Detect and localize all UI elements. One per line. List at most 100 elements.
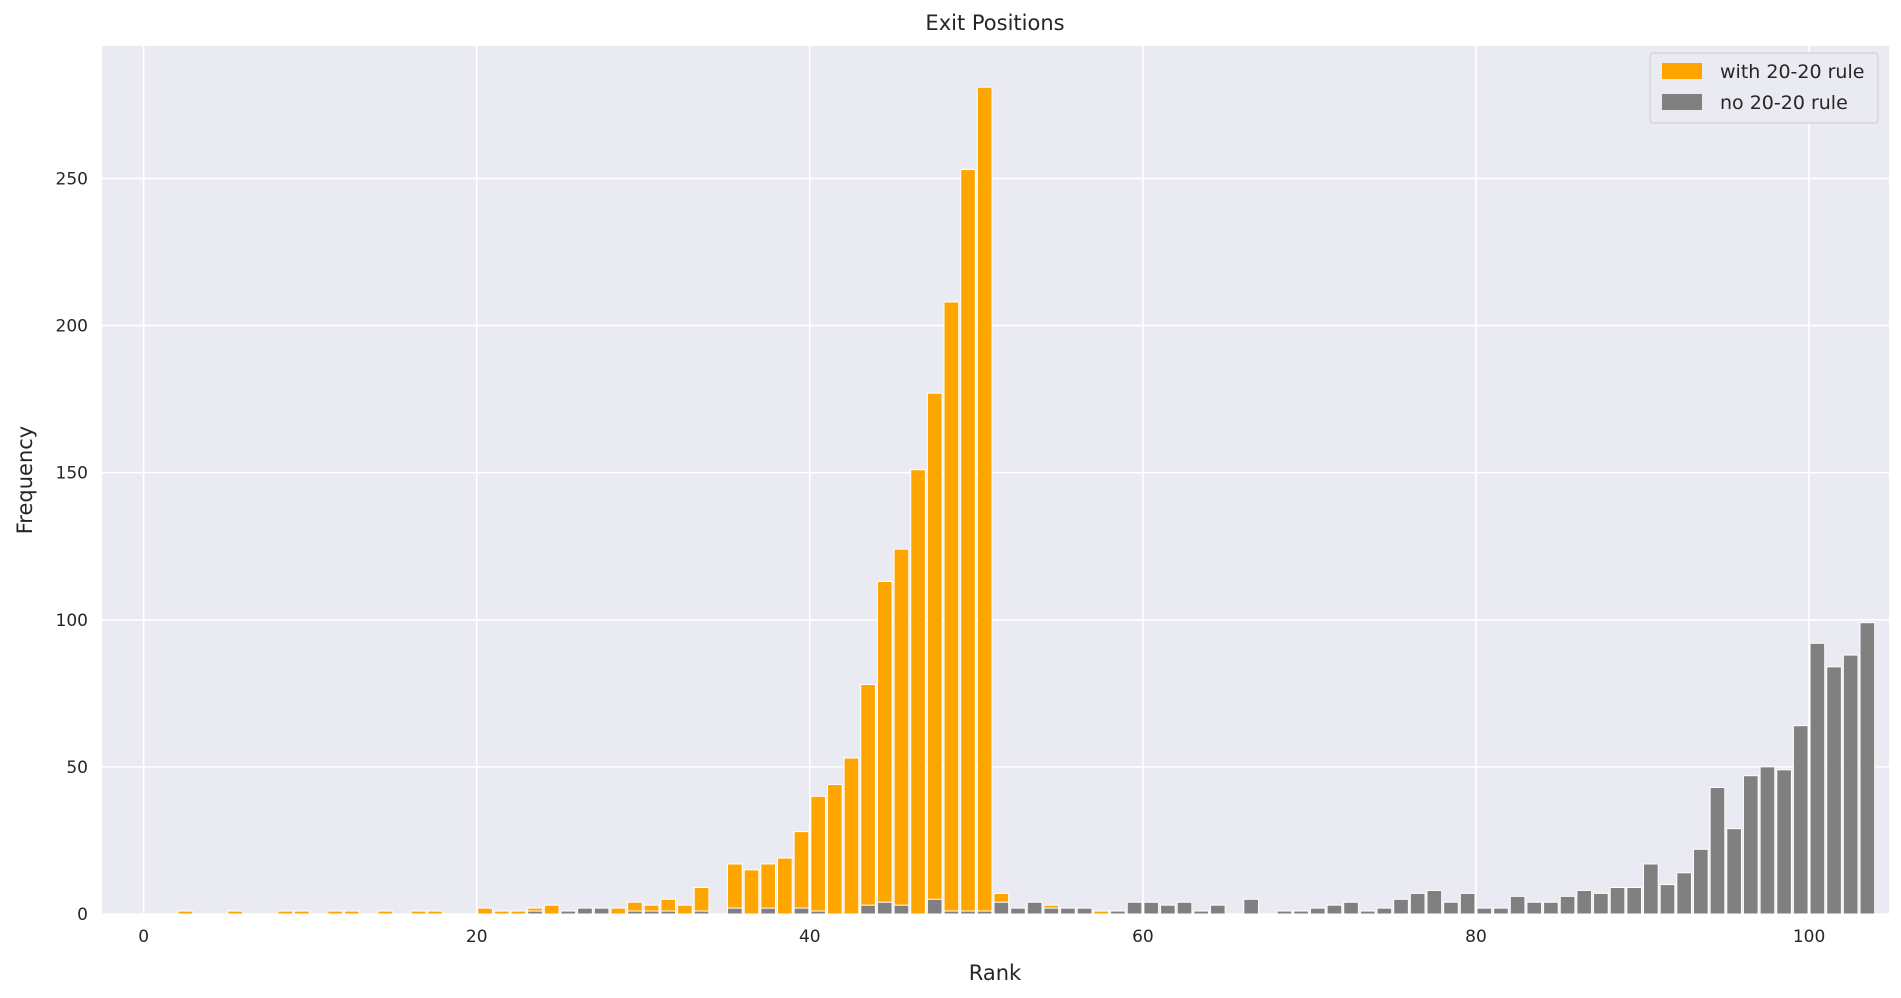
bar-with-rule bbox=[227, 910, 244, 915]
bar-with-rule bbox=[610, 907, 627, 915]
bar-with-rule bbox=[477, 907, 493, 915]
bar-no-rule bbox=[1742, 775, 1759, 915]
bar-no-rule bbox=[810, 910, 826, 915]
bar-no-rule bbox=[860, 904, 876, 915]
bar-no-rule bbox=[1709, 786, 1726, 915]
bar-no-rule bbox=[1809, 642, 1826, 915]
bar-no-rule bbox=[943, 910, 960, 915]
bar-no-rule bbox=[1776, 769, 1792, 915]
bar-with-rule bbox=[493, 910, 510, 915]
bar-with-rule bbox=[893, 548, 910, 915]
bar-no-rule bbox=[660, 910, 677, 915]
bar-with-rule bbox=[910, 469, 926, 915]
x-tick-label: 20 bbox=[466, 927, 488, 947]
bar-no-rule bbox=[1210, 904, 1226, 915]
y-tick-labels: 0 50 100 150 200 250 bbox=[56, 169, 88, 925]
y-tick-label: 200 bbox=[56, 317, 88, 337]
legend-swatch-no-rule bbox=[1662, 94, 1702, 110]
bar-with-rule bbox=[343, 910, 360, 915]
y-axis-label: Frequency bbox=[13, 426, 37, 535]
bar-no-rule bbox=[1576, 889, 1593, 915]
bar-no-rule bbox=[1593, 892, 1609, 915]
bar-with-rule bbox=[843, 757, 860, 915]
x-tick-label: 80 bbox=[1465, 927, 1487, 947]
bar-no-rule bbox=[793, 907, 810, 915]
x-tick-labels: 0 20 40 60 80 100 bbox=[138, 927, 1825, 947]
plot-area bbox=[102, 46, 1889, 914]
bar-no-rule bbox=[1509, 895, 1526, 915]
bar-no-rule bbox=[1343, 901, 1359, 915]
legend-swatch-with-rule bbox=[1662, 63, 1702, 79]
bar-no-rule bbox=[693, 910, 710, 915]
bar-with-rule bbox=[294, 910, 310, 915]
bar-no-rule bbox=[560, 910, 577, 915]
bar-no-rule bbox=[1426, 889, 1443, 915]
bar-no-rule bbox=[1026, 901, 1043, 915]
bar-with-rule bbox=[327, 910, 343, 915]
bar-no-rule bbox=[1376, 907, 1393, 915]
bar-no-rule bbox=[1859, 622, 1876, 915]
bar-no-rule bbox=[1176, 901, 1193, 915]
bar-with-rule bbox=[377, 910, 393, 915]
bar-no-rule bbox=[1459, 892, 1476, 915]
x-tick-label: 100 bbox=[1793, 927, 1825, 947]
bar-with-rule bbox=[760, 863, 776, 915]
x-tick-label: 60 bbox=[1132, 927, 1154, 947]
bar-no-rule bbox=[960, 910, 976, 915]
bar-no-rule bbox=[1060, 907, 1076, 915]
bar-no-rule bbox=[1243, 898, 1259, 915]
x-axis-label: Rank bbox=[969, 961, 1022, 985]
y-tick-label: 0 bbox=[77, 905, 88, 925]
bar-no-rule bbox=[1276, 910, 1293, 915]
bar-no-rule bbox=[527, 910, 543, 915]
bar-with-rule bbox=[793, 831, 810, 915]
y-tick-label: 150 bbox=[56, 464, 88, 484]
bar-no-rule bbox=[643, 910, 660, 915]
bar-with-rule bbox=[677, 904, 693, 915]
bar-no-rule bbox=[1643, 863, 1659, 915]
bar-no-rule bbox=[1826, 666, 1842, 915]
bar-no-rule bbox=[1143, 901, 1160, 915]
bar-with-rule bbox=[1093, 910, 1110, 915]
bar-with-rule bbox=[976, 86, 993, 915]
bar-with-rule bbox=[860, 683, 876, 915]
bar-no-rule bbox=[1543, 901, 1559, 915]
bar-no-rule bbox=[1110, 910, 1126, 915]
legend-label-with-rule: with 20-20 rule bbox=[1720, 61, 1864, 83]
bar-no-rule bbox=[1326, 904, 1343, 915]
bar-with-rule bbox=[510, 910, 527, 915]
bar-with-rule bbox=[926, 392, 943, 915]
y-tick-label: 100 bbox=[56, 611, 88, 631]
bar-no-rule bbox=[1393, 898, 1409, 915]
bar-no-rule bbox=[1043, 907, 1060, 915]
bar-no-rule bbox=[1293, 910, 1309, 915]
bar-with-rule bbox=[427, 910, 443, 915]
bar-no-rule bbox=[1359, 910, 1376, 915]
bar-no-rule bbox=[993, 901, 1010, 915]
bar-no-rule bbox=[1676, 872, 1692, 915]
bar-no-rule bbox=[1076, 907, 1093, 915]
bar-with-rule bbox=[543, 904, 560, 915]
bar-no-rule bbox=[727, 907, 743, 915]
bar-no-rule bbox=[976, 910, 993, 915]
bar-no-rule bbox=[1493, 907, 1509, 915]
legend: with 20-20 rule no 20-20 rule bbox=[1649, 52, 1879, 124]
bar-with-rule bbox=[743, 869, 760, 915]
bar-with-rule bbox=[876, 581, 893, 915]
series-no-rule-bars bbox=[527, 622, 1876, 915]
bar-no-rule bbox=[926, 898, 943, 915]
bar-no-rule bbox=[1609, 887, 1626, 915]
bar-no-rule bbox=[1792, 725, 1809, 915]
grid-lines bbox=[102, 46, 1889, 915]
bar-with-rule bbox=[410, 910, 427, 915]
bar-no-rule bbox=[1443, 901, 1459, 915]
legend-label-no-rule: no 20-20 rule bbox=[1720, 92, 1848, 114]
bar-no-rule bbox=[1526, 901, 1543, 915]
bar-no-rule bbox=[1309, 907, 1326, 915]
bar-no-rule bbox=[893, 904, 910, 915]
bar-with-rule bbox=[693, 887, 710, 915]
bar-no-rule bbox=[1193, 910, 1210, 915]
bar-with-rule bbox=[943, 301, 960, 915]
bar-no-rule bbox=[1626, 887, 1643, 915]
